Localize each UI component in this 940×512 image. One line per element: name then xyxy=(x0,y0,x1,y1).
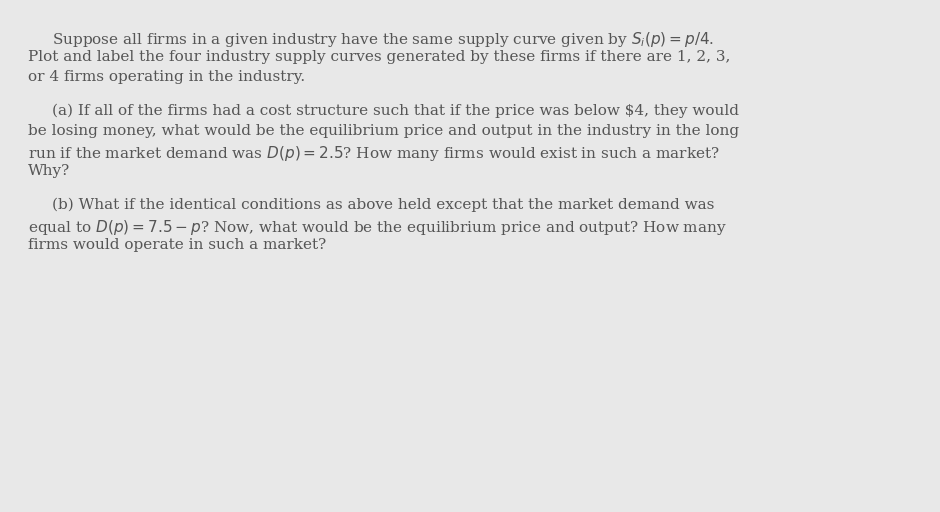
Text: or 4 firms operating in the industry.: or 4 firms operating in the industry. xyxy=(28,70,306,84)
Text: (b) What if the identical conditions as above held except that the market demand: (b) What if the identical conditions as … xyxy=(52,198,714,212)
Text: firms would operate in such a market?: firms would operate in such a market? xyxy=(28,238,326,252)
Text: Suppose all firms in a given industry have the same supply curve given by $S_i(p: Suppose all firms in a given industry ha… xyxy=(52,30,714,49)
Text: Why?: Why? xyxy=(28,164,70,178)
Text: (a) If all of the firms had a cost structure such that if the price was below $4: (a) If all of the firms had a cost struc… xyxy=(52,104,739,118)
Text: Plot and label the four industry supply curves generated by these firms if there: Plot and label the four industry supply … xyxy=(28,50,730,64)
Text: equal to $D(p) = 7.5-p$? Now, what would be the equilibrium price and output? Ho: equal to $D(p) = 7.5-p$? Now, what would… xyxy=(28,218,727,237)
Text: run if the market demand was $D(p) = 2.5$? How many firms would exist in such a : run if the market demand was $D(p) = 2.5… xyxy=(28,144,720,163)
Text: be losing money, what would be the equilibrium price and output in the industry : be losing money, what would be the equil… xyxy=(28,124,739,138)
